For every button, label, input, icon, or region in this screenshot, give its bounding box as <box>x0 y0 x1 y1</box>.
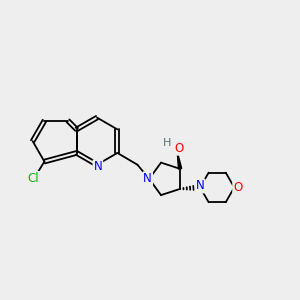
Text: O: O <box>174 142 183 155</box>
Text: N: N <box>94 160 102 173</box>
Text: Cl: Cl <box>28 172 39 185</box>
Polygon shape <box>177 151 182 169</box>
Text: H: H <box>163 138 171 148</box>
Text: O: O <box>233 181 242 194</box>
Text: N: N <box>143 172 152 185</box>
Text: N: N <box>196 179 205 192</box>
